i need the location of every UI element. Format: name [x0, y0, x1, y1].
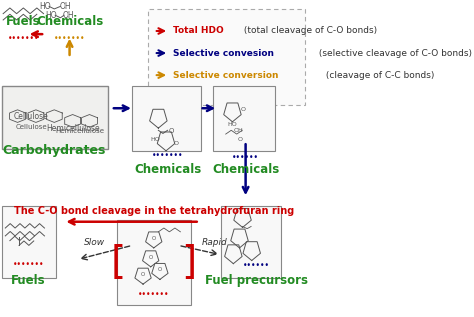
Text: O: O	[173, 141, 179, 146]
Text: HO: HO	[151, 137, 161, 142]
Text: OH: OH	[59, 2, 71, 11]
Text: •••••••: •••••••	[152, 151, 183, 160]
Text: Rapid: Rapid	[202, 238, 228, 247]
FancyBboxPatch shape	[2, 86, 108, 149]
Text: The C-O bond cleavage in the tetrahydrofuran ring: The C-O bond cleavage in the tetrahydrof…	[14, 206, 294, 216]
Text: O: O	[241, 107, 246, 112]
Text: HO: HO	[46, 11, 57, 20]
Text: O: O	[238, 137, 243, 142]
Text: O: O	[158, 267, 162, 272]
Text: Cellulose: Cellulose	[14, 112, 49, 120]
Text: Cellulose: Cellulose	[16, 124, 47, 130]
Text: ••••••: ••••••	[232, 152, 259, 162]
Text: OH: OH	[62, 11, 74, 20]
Text: Fuel precursors: Fuel precursors	[205, 274, 308, 287]
Text: Carbohydrates: Carbohydrates	[2, 144, 106, 157]
FancyBboxPatch shape	[2, 206, 56, 278]
FancyBboxPatch shape	[147, 9, 305, 105]
Text: Chemicals: Chemicals	[212, 163, 279, 176]
Text: O: O	[148, 255, 153, 260]
Text: •••••••: •••••••	[8, 34, 39, 43]
Text: Selective convesion: Selective convesion	[173, 49, 274, 58]
Text: (selective cleavage of C-O bonds): (selective cleavage of C-O bonds)	[316, 49, 472, 58]
Text: Chemicals: Chemicals	[36, 15, 103, 28]
Text: •••••••: •••••••	[138, 290, 170, 299]
Text: O: O	[169, 128, 174, 134]
Text: O: O	[152, 236, 156, 241]
Text: Total HDO: Total HDO	[173, 27, 224, 36]
Text: Slow: Slow	[83, 238, 105, 247]
FancyBboxPatch shape	[117, 220, 191, 305]
Text: •••••••: •••••••	[54, 34, 85, 43]
Text: HO: HO	[39, 2, 51, 11]
Text: OH: OH	[233, 128, 243, 133]
Text: Selective conversion: Selective conversion	[173, 71, 279, 80]
Text: Fuels: Fuels	[6, 15, 41, 28]
Text: ]: ]	[182, 244, 197, 282]
FancyBboxPatch shape	[132, 86, 201, 151]
Text: Fuels: Fuels	[11, 274, 46, 287]
Text: Hemicellulose: Hemicellulose	[56, 128, 105, 134]
Text: (cleavage of C-C bonds): (cleavage of C-C bonds)	[323, 71, 435, 80]
Text: (total cleavage of C-O bonds): (total cleavage of C-O bonds)	[241, 27, 377, 36]
Text: •••••••: •••••••	[12, 260, 44, 269]
FancyBboxPatch shape	[221, 206, 281, 278]
Text: ••••••: ••••••	[243, 261, 270, 270]
Text: Hemicellulose: Hemicellulose	[46, 124, 100, 133]
Text: O: O	[141, 272, 145, 277]
Text: Chemicals: Chemicals	[134, 163, 201, 176]
Text: [: [	[111, 244, 126, 282]
FancyBboxPatch shape	[213, 86, 275, 151]
Text: HO: HO	[227, 122, 237, 127]
